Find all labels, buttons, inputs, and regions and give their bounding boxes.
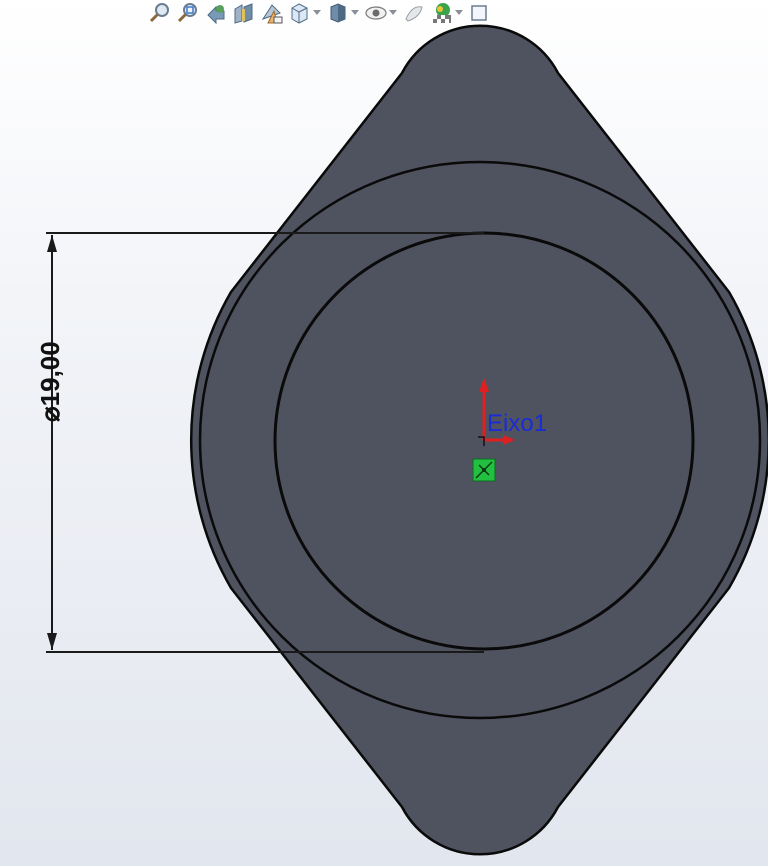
hide-show-items-button[interactable] [364, 0, 398, 26]
hide-show-items-icon [365, 6, 387, 20]
zoom-to-area-icon [177, 3, 197, 23]
dynamic-annotation-views-icon [261, 4, 283, 24]
zoom-to-area-button[interactable] [176, 0, 200, 26]
apply-scene-icon [433, 3, 451, 23]
view-orientation-dropdown[interactable] [312, 0, 322, 26]
dimension-text[interactable]: ⌀19,00 [35, 341, 65, 422]
edit-appearance-button[interactable] [402, 0, 426, 26]
display-style-dropdown[interactable] [350, 0, 360, 26]
chevron-down-icon [313, 10, 321, 15]
chevron-down-icon [389, 10, 397, 15]
chevron-down-icon [351, 10, 359, 15]
axis-arrowhead-up-icon [479, 378, 489, 392]
previous-view-button[interactable] [204, 0, 228, 26]
display-style-button[interactable] [326, 0, 360, 26]
axis-triad[interactable] [478, 378, 515, 446]
axis-corner-mark [478, 436, 485, 446]
origin-dot [482, 468, 486, 472]
apply-scene-dropdown[interactable] [454, 0, 464, 26]
view-orientation-icon [291, 3, 308, 24]
view-settings-button[interactable] [468, 0, 492, 26]
view-orientation-button[interactable] [288, 0, 322, 26]
display-style-icon [330, 3, 346, 23]
view-settings-icon [471, 5, 487, 21]
chevron-down-icon [455, 10, 463, 15]
previous-view-icon [207, 5, 225, 25]
section-view-icon [234, 3, 253, 24]
dynamic-annotation-views-button[interactable] [260, 0, 284, 26]
axis-label[interactable]: Eixo1 [487, 410, 548, 437]
heads-up-view-toolbar [148, 0, 768, 26]
part-body[interactable] [189, 24, 768, 856]
origin-marker[interactable] [472, 458, 496, 482]
hide-show-items-dropdown[interactable] [388, 0, 398, 26]
diameter-dimension[interactable] [46, 232, 484, 653]
outer-circular-edge[interactable] [198, 160, 762, 720]
zoom-to-fit-button[interactable] [148, 0, 172, 26]
section-view-button[interactable] [232, 0, 256, 26]
apply-scene-button[interactable] [430, 0, 464, 26]
zoom-to-fit-icon [149, 3, 169, 23]
edit-appearance-icon [405, 6, 423, 22]
dimension-arrow-bottom [47, 633, 57, 650]
axis-arrowhead-right-icon [503, 435, 515, 445]
dimension-arrow-top [47, 235, 57, 252]
